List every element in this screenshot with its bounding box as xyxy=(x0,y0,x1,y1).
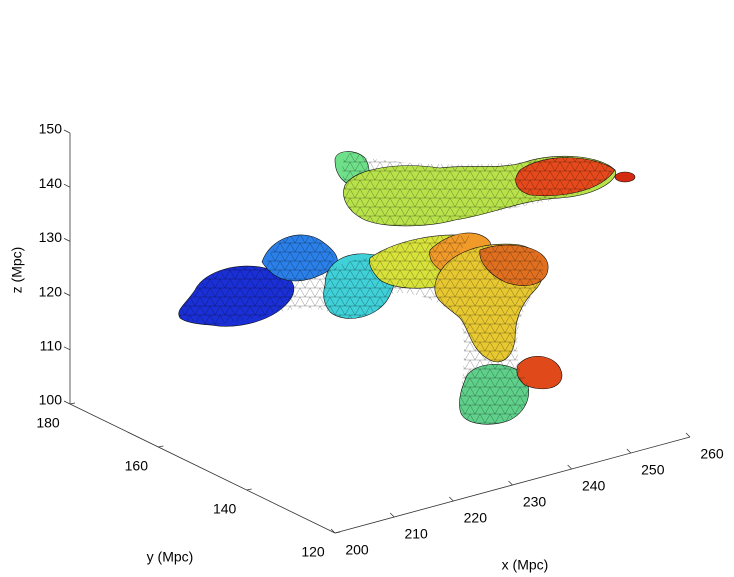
y-tick-label: 120 xyxy=(301,544,325,560)
z-tick xyxy=(63,129,71,134)
y-tick xyxy=(158,445,164,448)
z-tick-label: 130 xyxy=(39,229,63,245)
x-tick xyxy=(449,496,454,502)
z-tick-label: 120 xyxy=(39,283,63,299)
x-tick xyxy=(508,480,513,486)
x-tick-label: 240 xyxy=(582,478,606,494)
y-tick xyxy=(334,531,341,534)
z-tick xyxy=(63,183,71,188)
x-tick xyxy=(567,464,572,470)
x-tick-label: 260 xyxy=(700,446,724,462)
y-axis-line xyxy=(69,403,336,534)
z-tick xyxy=(63,238,71,242)
z-tick xyxy=(63,400,71,405)
x-tick xyxy=(685,432,691,438)
z-axis-label: z (Mpc) xyxy=(9,247,25,294)
y-tick-label: 160 xyxy=(125,458,149,474)
x-tick-label: 200 xyxy=(345,542,369,558)
x-tick xyxy=(330,528,336,534)
x-tick-label: 250 xyxy=(641,462,665,478)
z-tick xyxy=(63,292,71,296)
mesh-overlay xyxy=(178,152,615,425)
y-tick-label: 140 xyxy=(213,501,237,517)
y-tick xyxy=(69,402,76,405)
x-tick xyxy=(389,512,395,518)
z-tick-label: 110 xyxy=(40,338,63,354)
z-tick xyxy=(63,346,71,351)
y-tick-label: 180 xyxy=(36,415,60,431)
x-tick-label: 230 xyxy=(523,494,547,510)
y-axis-label: y (Mpc) xyxy=(147,549,194,565)
x-tick-label: 210 xyxy=(404,526,428,542)
x-axis-label: x (Mpc) xyxy=(502,557,549,573)
z-tick-label: 100 xyxy=(39,392,63,408)
surface xyxy=(178,151,636,425)
x-tick-label: 220 xyxy=(464,510,488,526)
blob-tip xyxy=(614,171,636,183)
y-tick xyxy=(246,488,252,491)
z-tick-label: 140 xyxy=(39,175,63,191)
z-tick-label: 150 xyxy=(39,121,63,137)
x-tick xyxy=(626,448,632,454)
